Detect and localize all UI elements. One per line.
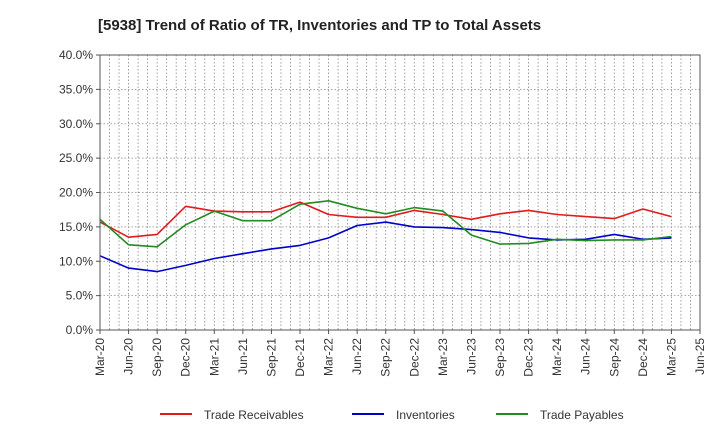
x-tick-label: Jun-22: [350, 338, 364, 375]
x-tick-label: Jun-24: [579, 338, 593, 375]
x-tick-label: Dec-20: [179, 338, 193, 377]
x-tick-label: Mar-20: [93, 338, 107, 376]
legend: Trade Receivables Inventories Trade Payabl…: [160, 408, 624, 422]
y-tick-label: 35.0%: [59, 82, 93, 96]
y-tick-label: 20.0%: [59, 186, 93, 200]
x-axis: Mar-20 Jun-20 Sep-20 Dec-20 Mar-21 Jun-21 Sep-…: [93, 330, 707, 377]
series-line-inventories: [99, 221, 672, 273]
x-tick-label: Jun-21: [236, 338, 250, 375]
x-tick-label: Jun-25: [693, 338, 707, 375]
legend-label: Inventories: [396, 408, 455, 422]
y-tick-label: 30.0%: [59, 117, 93, 131]
y-tick-label: 15.0%: [59, 220, 93, 234]
x-tick-label: Mar-25: [664, 338, 678, 376]
grid: [99, 54, 701, 331]
y-axis: 0.0% 5.0% 10.0% 15.0% 20.0% 25.0% 30.0% 35.0% 40…: [59, 48, 100, 337]
x-tick-label: Dec-23: [522, 338, 536, 377]
series-line-trade-receivables: [99, 201, 672, 238]
x-tick-label: Sep-24: [607, 338, 621, 377]
chart-title: [5938] Trend of Ratio of TR, Inventories…: [98, 17, 541, 34]
y-tick-label: 10.0%: [59, 254, 93, 268]
legend-label: Trade Payables: [540, 408, 624, 422]
y-tick-label: 25.0%: [59, 151, 93, 165]
x-tick-label: Sep-22: [379, 338, 393, 377]
x-tick-label: Dec-21: [293, 338, 307, 377]
y-tick-label: 5.0%: [66, 289, 94, 303]
x-tick-label: Sep-21: [264, 338, 278, 377]
x-tick-label: Jun-23: [464, 338, 478, 375]
x-tick-label: Mar-23: [436, 338, 450, 376]
x-tick-label: Mar-24: [550, 338, 564, 376]
y-tick-label: 0.0%: [66, 323, 94, 337]
x-tick-label: Dec-22: [407, 338, 421, 377]
series-line-trade-payables: [99, 200, 672, 248]
x-tick-label: Mar-21: [207, 338, 221, 376]
x-tick-label: Dec-24: [636, 338, 650, 377]
x-tick-label: Sep-20: [150, 338, 164, 377]
plot-frame: [99, 54, 701, 331]
x-tick-label: Sep-23: [493, 338, 507, 377]
x-tick-label: Jun-20: [122, 338, 136, 375]
y-tick-label: 40.0%: [59, 48, 93, 62]
x-tick-label: Mar-22: [322, 338, 336, 376]
legend-label: Trade Receivables: [204, 408, 304, 422]
series-layer: [99, 200, 672, 273]
